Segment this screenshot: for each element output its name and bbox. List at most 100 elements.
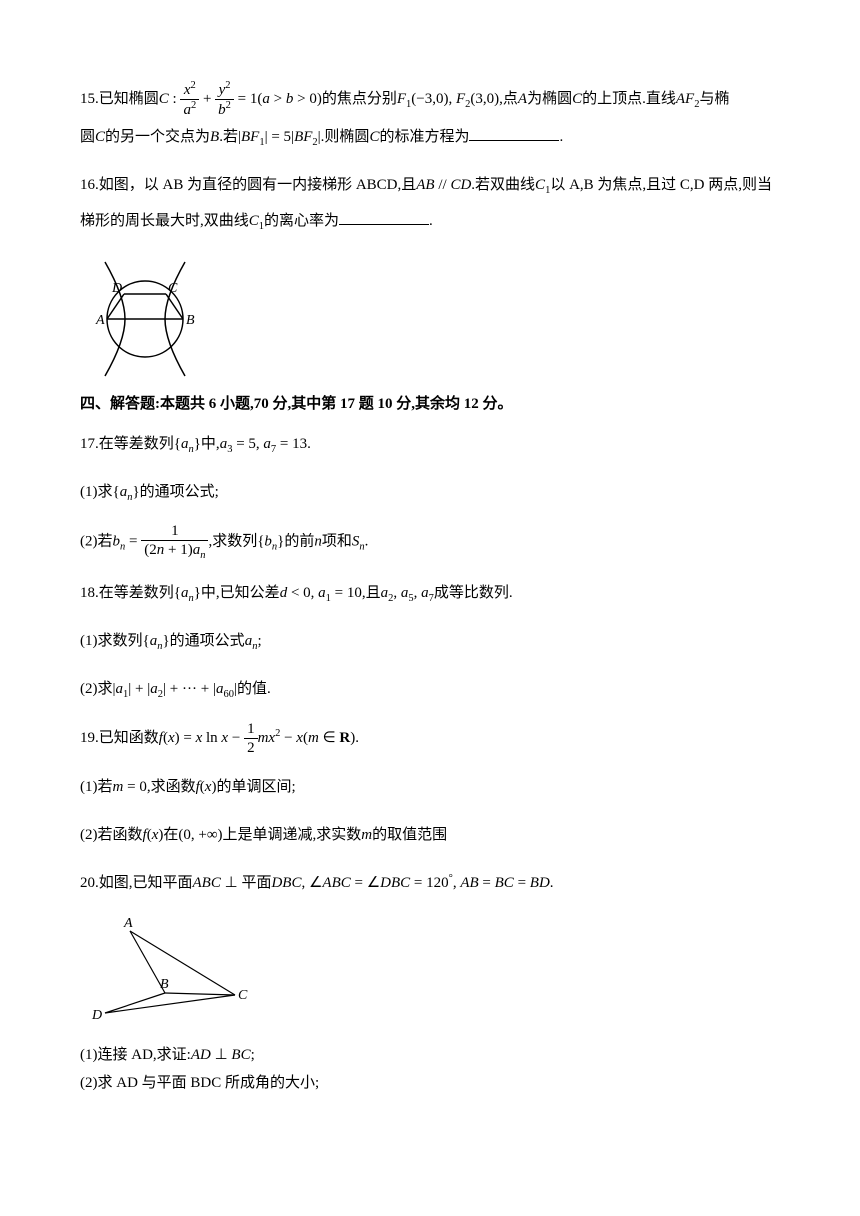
var: C <box>572 91 582 107</box>
text: 中, <box>201 436 220 452</box>
brace: { <box>174 436 181 452</box>
var: a <box>262 91 270 107</box>
var: AB <box>460 875 478 891</box>
text: = 0 <box>123 779 146 795</box>
var: m <box>308 730 319 746</box>
var: a <box>421 585 429 601</box>
text: = 1( <box>234 91 262 107</box>
den: 2 <box>244 739 258 757</box>
text: ,求函数 <box>147 779 196 795</box>
text: 求 <box>98 681 113 697</box>
text: − <box>228 730 244 746</box>
text: 如图,已知平面 <box>99 875 193 891</box>
text: 的通项公式 <box>170 633 245 649</box>
text: . <box>365 534 369 550</box>
text: 的离心率为 <box>264 213 339 229</box>
fraction: 1(2n + 1)an <box>141 522 208 563</box>
text: 成等比数列. <box>434 585 513 601</box>
label-C: C <box>238 988 248 1003</box>
question-18: 18.在等差数列{an}中,已知公差d < 0, a1 = 10,且a2, a5… <box>80 575 780 611</box>
den: b <box>218 102 226 118</box>
part-number: (1) <box>80 1047 98 1063</box>
text: = 120 <box>410 875 448 891</box>
figure-q20: A B C D <box>80 913 780 1033</box>
text: 的取值范围 <box>372 827 447 843</box>
var: BD <box>530 875 550 891</box>
part-number: (2) <box>80 827 98 843</box>
text: 求 <box>98 484 113 500</box>
text: − <box>280 730 296 746</box>
num: 1 <box>141 522 208 541</box>
text: ; <box>257 633 261 649</box>
text: 若 <box>98 779 113 795</box>
text: 如图，以 AB 为直径的圆有一内接梯形 ABCD,且 <box>99 177 417 193</box>
text: 求 AD 与平面 BDC 所成角的大小; <box>98 1075 320 1091</box>
figure-q16: A B C D <box>80 252 780 382</box>
text: . <box>559 129 563 145</box>
var: BC <box>231 1047 250 1063</box>
var: R <box>339 730 350 746</box>
question-15: 15.已知椭圆C : x2a2 + y2b2 = 1(a > b > 0)的焦点… <box>80 80 780 155</box>
text: ln <box>202 730 221 746</box>
var: a <box>116 681 124 697</box>
var: C <box>249 213 259 229</box>
text: .若双曲线 <box>471 177 535 193</box>
text: 与椭 <box>699 91 729 107</box>
text: = <box>125 534 141 550</box>
var: n <box>314 534 322 550</box>
brace: } <box>162 633 169 649</box>
var: BF <box>294 129 312 145</box>
text: + <box>131 681 147 697</box>
den: a <box>183 102 191 118</box>
fraction: x2a2 <box>180 80 199 119</box>
text: 在 <box>163 827 178 843</box>
text: 中,已知公差 <box>201 585 280 601</box>
question-18-part1: (1)求数列{an}的通项公式an; <box>80 623 780 659</box>
text: , <box>393 585 401 601</box>
text: ,点 <box>499 91 518 107</box>
question-19: 19.已知函数f(x) = x ln x − 12mx2 − x(m ∈ R). <box>80 720 780 757</box>
text: . <box>307 436 311 452</box>
text: .若 <box>219 129 238 145</box>
question-16: 16.如图，以 AB 为直径的圆有一内接梯形 ABCD,且AB // CD.若双… <box>80 167 780 239</box>
brace: } <box>132 484 139 500</box>
text: = 5 <box>268 129 291 145</box>
var: ABC <box>193 875 221 891</box>
text: ,求数列 <box>208 534 257 550</box>
text: < 0, <box>287 585 318 601</box>
brace: { <box>143 633 150 649</box>
question-18-part2: (2)求|a1| + |a2| + ··· + |a60|的值. <box>80 671 780 707</box>
text: 项和 <box>322 534 352 550</box>
var: b <box>113 534 121 550</box>
q-number: 16. <box>80 177 99 193</box>
text: 的上顶点.直线 <box>582 91 676 107</box>
label-B: B <box>186 313 195 328</box>
var: C <box>535 177 545 193</box>
text: 平面 <box>241 875 271 891</box>
text: 以 A,B 为焦点,且过 C,D 两点,则当 <box>550 177 772 193</box>
var: DBC <box>271 875 301 891</box>
var: A <box>518 91 527 107</box>
text: ⊥ <box>221 875 242 891</box>
text: = 10 <box>331 585 362 601</box>
text: // <box>435 177 451 193</box>
var: F <box>397 91 406 107</box>
text: 已知函数 <box>99 730 159 746</box>
text: , <box>301 875 309 891</box>
sup: 2 <box>191 80 196 91</box>
question-17-part2: (2)若bn = 1(2n + 1)an,求数列{bn}的前n项和Sn. <box>80 522 780 563</box>
text: ; <box>251 1047 255 1063</box>
sup: 2 <box>225 80 230 91</box>
text: ,且 <box>362 585 381 601</box>
text: 在等差数列 <box>99 585 174 601</box>
answer-blank <box>339 209 429 225</box>
text: 的焦点分别 <box>322 91 397 107</box>
var: BC <box>495 875 514 891</box>
part-number: (2) <box>80 1075 98 1091</box>
text: 的前 <box>284 534 314 550</box>
text: 的值. <box>237 681 271 697</box>
var: C <box>369 129 379 145</box>
var: m <box>258 730 269 746</box>
text: . <box>355 730 359 746</box>
text: 若 <box>98 534 113 550</box>
